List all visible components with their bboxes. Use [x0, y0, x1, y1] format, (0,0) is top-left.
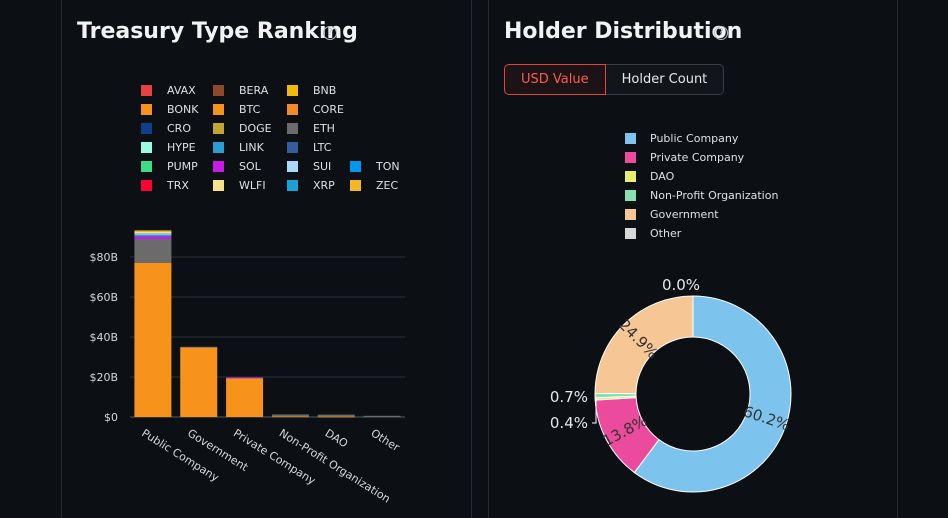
leader-line: [592, 398, 597, 424]
legend-label[interactable]: TON: [376, 160, 400, 173]
y-tick-label: $80B: [89, 251, 118, 264]
legend-swatch[interactable]: [141, 142, 152, 153]
legend-label[interactable]: XRP: [313, 179, 335, 192]
donut-slice[interactable]: [633, 295, 792, 493]
legend-swatch[interactable]: [287, 123, 298, 134]
legend-label[interactable]: SUI: [313, 160, 332, 173]
legend-label[interactable]: LTC: [313, 141, 332, 154]
slice-label-outside: 0.0%: [662, 276, 700, 294]
legend-label[interactable]: Public Company: [650, 132, 739, 145]
x-tick-label: Other: [368, 427, 402, 455]
legend-swatch[interactable]: [287, 104, 298, 115]
bar-segment-sol[interactable]: [226, 377, 264, 379]
legend-swatch[interactable]: [213, 142, 224, 153]
legend-swatch[interactable]: [625, 209, 636, 220]
bar-segment-sol[interactable]: [134, 236, 172, 239]
bar-segment-btc[interactable]: [317, 416, 355, 418]
bar-segment-btc[interactable]: [226, 378, 264, 417]
legend-label[interactable]: Other: [650, 227, 682, 240]
x-tick-label: Private Company: [231, 427, 318, 488]
legend-swatch[interactable]: [350, 161, 361, 172]
legend-swatch[interactable]: [141, 123, 152, 134]
legend-swatch[interactable]: [287, 161, 298, 172]
y-tick-label: $20B: [89, 371, 118, 384]
legend-swatch[interactable]: [141, 85, 152, 96]
bar-segment-eth[interactable]: [363, 415, 401, 417]
value-toggle: USD Value Holder Count: [504, 64, 725, 95]
x-tick-label: Public Company: [139, 427, 221, 485]
bar-segment-btc[interactable]: [134, 263, 172, 417]
legend-swatch[interactable]: [625, 190, 636, 201]
legend-swatch[interactable]: [287, 180, 298, 191]
legend-swatch[interactable]: [213, 161, 224, 172]
legend-label[interactable]: CRO: [167, 122, 191, 135]
slice-label-outside: 0.4%: [550, 414, 588, 432]
y-tick-label: $40B: [89, 331, 118, 344]
legend-swatch[interactable]: [287, 85, 298, 96]
legend-label[interactable]: ZEC: [376, 179, 399, 192]
legend-label[interactable]: BERA: [239, 84, 269, 97]
bar-segment-eth[interactable]: [271, 414, 309, 417]
legend-swatch[interactable]: [625, 228, 636, 239]
y-tick-label: $0: [104, 411, 118, 424]
legend-label[interactable]: LINK: [239, 141, 264, 154]
bar-segment-btc[interactable]: [180, 347, 218, 417]
holder-count-button[interactable]: Holder Count: [605, 64, 725, 95]
donut-chart: 60.2%13.8%24.9%0.0%0.7%0.4%: [550, 276, 792, 493]
legend-swatch[interactable]: [625, 171, 636, 182]
legend-swatch[interactable]: [350, 180, 361, 191]
bar-segment-eth[interactable]: [317, 414, 355, 417]
legend-swatch[interactable]: [213, 85, 224, 96]
legend-label[interactable]: ETH: [313, 122, 335, 135]
legend-label[interactable]: TRX: [167, 179, 189, 192]
legend-label[interactable]: CORE: [313, 103, 344, 116]
bar-segment-sui[interactable]: [134, 233, 172, 235]
legend-label[interactable]: WLFI: [239, 179, 266, 192]
legend-swatch[interactable]: [213, 123, 224, 134]
legend-label[interactable]: SOL: [239, 160, 261, 173]
legend-label[interactable]: HYPE: [167, 141, 196, 154]
legend-swatch[interactable]: [213, 180, 224, 191]
x-tick-label: DAO: [323, 427, 351, 451]
usd-value-button[interactable]: USD Value: [504, 64, 606, 95]
bar-segment-wlfi[interactable]: [134, 231, 172, 234]
treasury-ranking-title: Treasury Type Ranking: [77, 19, 358, 44]
legend-label[interactable]: Non-Profit Organization: [650, 189, 779, 202]
bar-segment-btc[interactable]: [271, 416, 309, 418]
legend-label[interactable]: PUMP: [167, 160, 198, 173]
legend-label[interactable]: DOGE: [239, 122, 272, 135]
bar-segment-link[interactable]: [134, 234, 172, 237]
legend-swatch[interactable]: [625, 152, 636, 163]
slice-label-outside: 0.7%: [550, 388, 588, 406]
treasury-type-panel: [61, 0, 472, 518]
legend-label[interactable]: AVAX: [167, 84, 196, 97]
legend-label[interactable]: BONK: [167, 103, 199, 116]
legend-swatch[interactable]: [287, 142, 298, 153]
legend-label[interactable]: Government: [650, 208, 719, 221]
help-icon[interactable]: ?: [714, 26, 728, 40]
legend-label[interactable]: DAO: [650, 170, 675, 183]
holder-distribution-panel: [488, 0, 898, 518]
legend-label[interactable]: BNB: [313, 84, 337, 97]
help-icon[interactable]: ?: [323, 26, 337, 40]
bar-segment-eth[interactable]: [134, 239, 172, 263]
legend-swatch[interactable]: [141, 104, 152, 115]
bar-segment-eth[interactable]: [180, 346, 218, 348]
legend-label[interactable]: BTC: [239, 103, 261, 116]
holder-distribution-title: Holder Distribution: [504, 19, 743, 44]
legend-swatch[interactable]: [141, 180, 152, 191]
legend-label[interactable]: Private Company: [650, 151, 745, 164]
bar-segment-bnb[interactable]: [134, 230, 172, 232]
donut-slice[interactable]: [594, 295, 694, 395]
legend-swatch[interactable]: [625, 133, 636, 144]
legend-swatch[interactable]: [141, 161, 152, 172]
legend-swatch[interactable]: [213, 104, 224, 115]
y-tick-label: $60B: [89, 291, 118, 304]
